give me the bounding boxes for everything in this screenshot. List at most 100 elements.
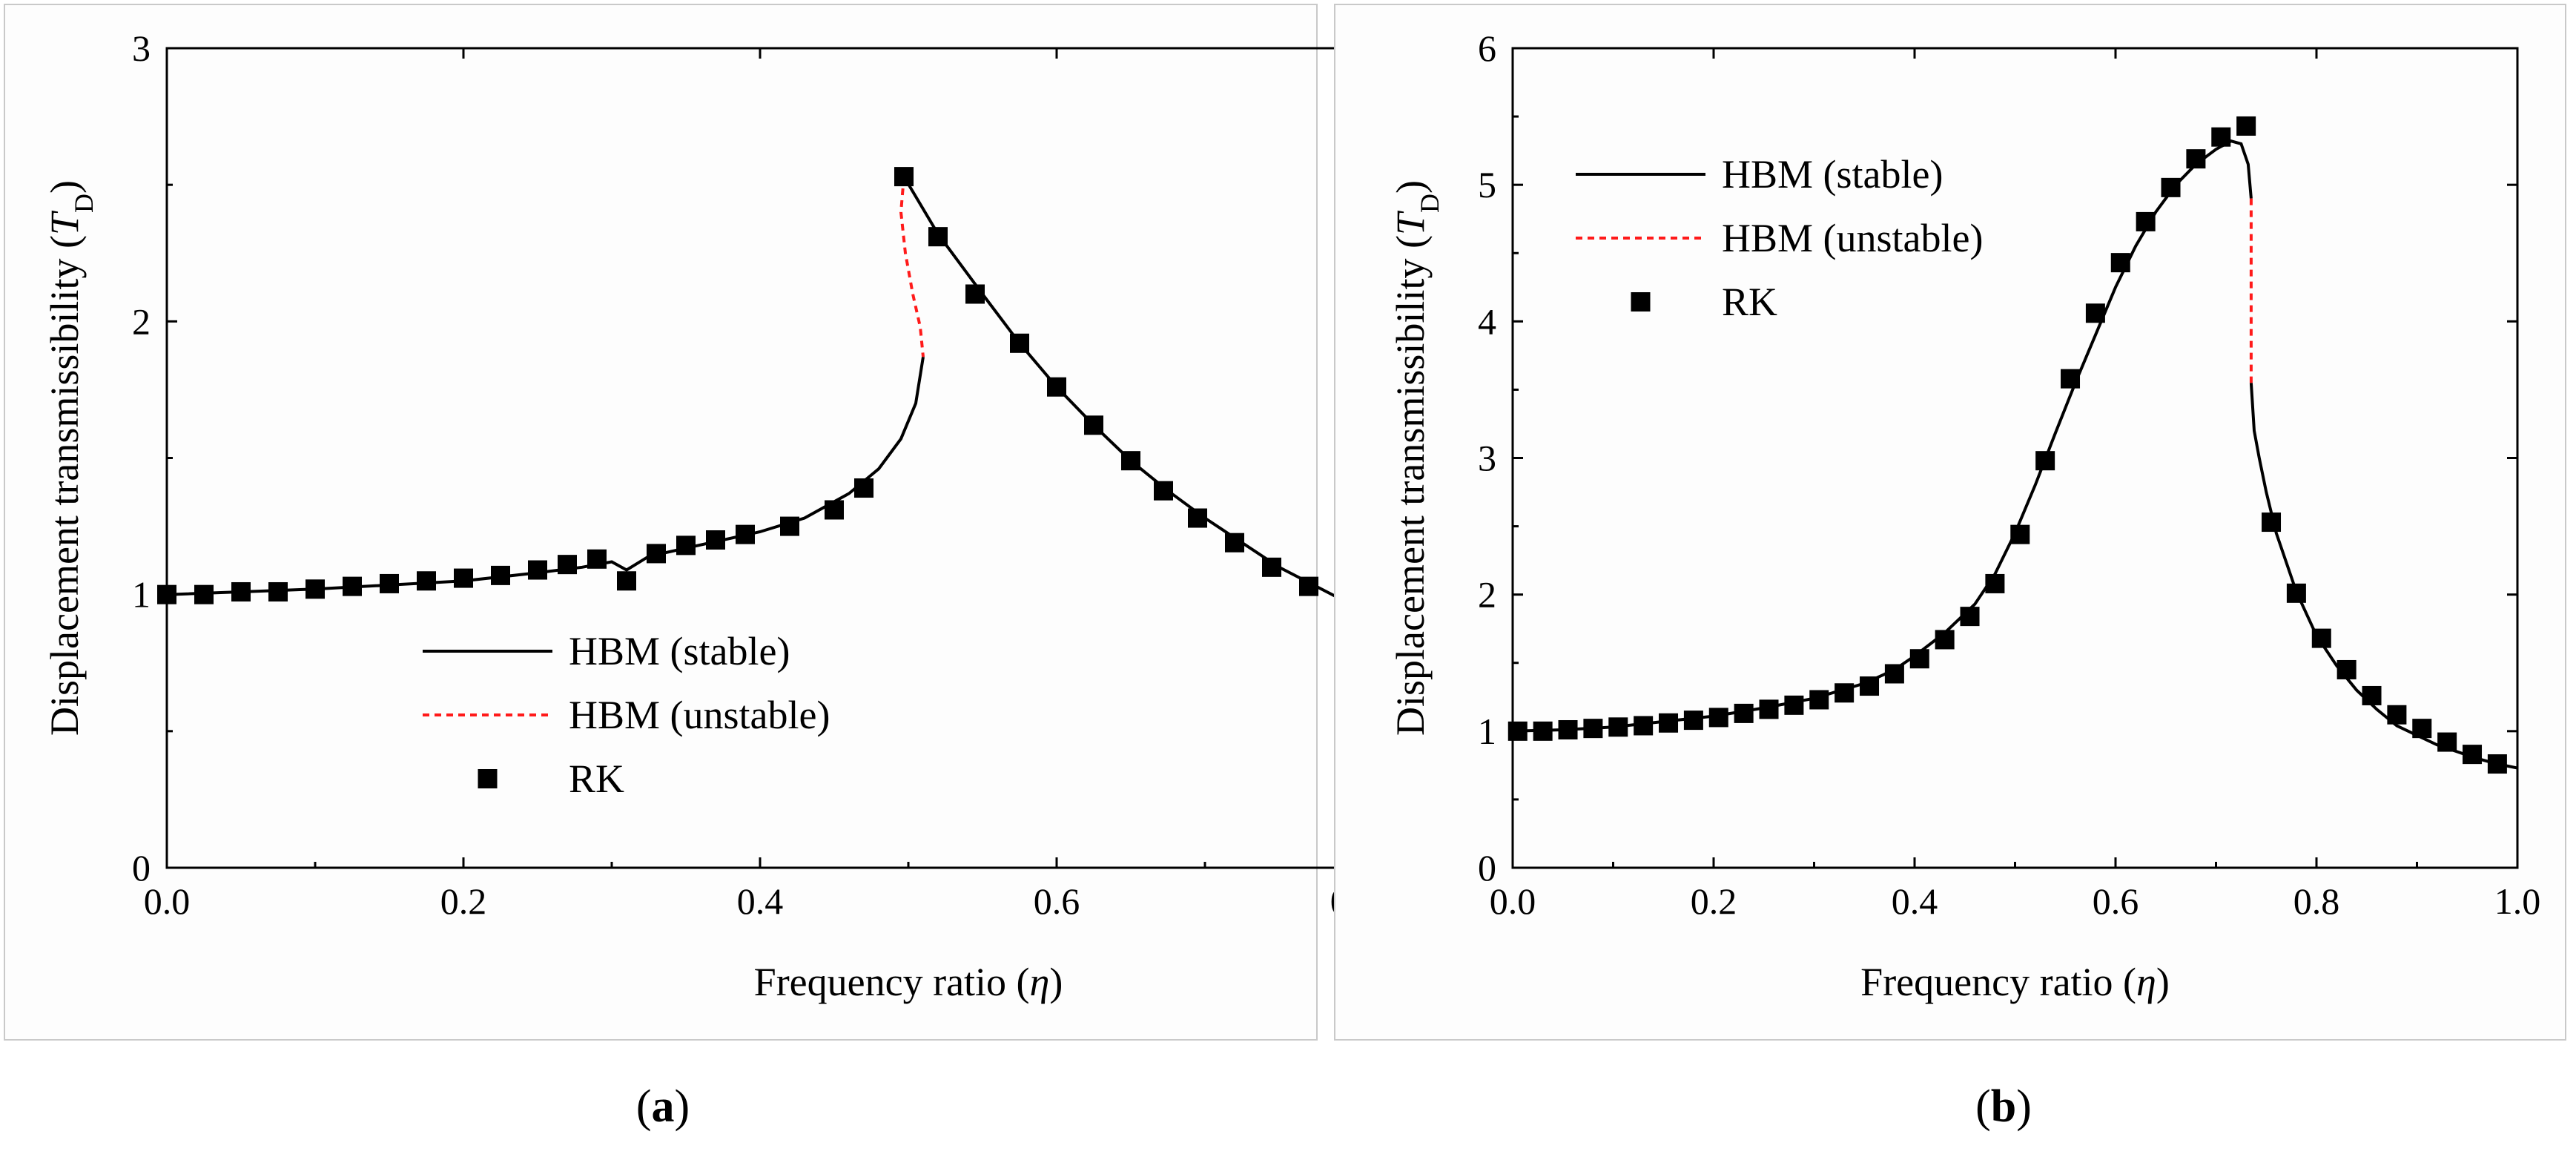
rk-point <box>2211 127 2231 147</box>
rk-point <box>1188 508 1207 528</box>
rk-point <box>1634 716 1654 736</box>
rk-point <box>194 584 214 604</box>
rk-point <box>231 581 251 601</box>
rk-point <box>2412 719 2432 739</box>
x-axis-label: Frequency ratio (η) <box>1860 960 2170 1004</box>
rk-point <box>825 500 844 520</box>
y-tick-label: 1 <box>132 574 151 616</box>
y-tick-label: 2 <box>132 300 151 342</box>
y-tick-label: 3 <box>132 27 151 69</box>
y-tick-label: 4 <box>1478 300 1496 342</box>
x-axis-label: Frequency ratio (η) <box>754 960 1063 1004</box>
x-tick-label: 0.0 <box>144 880 191 922</box>
rk-point <box>1299 576 1318 596</box>
panel-b: 0.0 0.2 0.4 0.6 0.8 1.0 0 1 2 3 4 5 6 Frequency ratio… <box>1334 4 2566 1132</box>
rk-point <box>1834 683 1855 703</box>
rk-point <box>2161 177 2181 197</box>
rk-point <box>1010 333 1029 353</box>
rk-point <box>928 227 948 247</box>
rk-point <box>1047 377 1066 397</box>
rk-point <box>2286 583 2306 603</box>
legend: HBM (stable) HBM (unstable) RK <box>423 629 830 801</box>
legend-rk-swatch <box>1631 292 1651 312</box>
rk-point <box>2085 303 2105 323</box>
rk-point <box>454 568 473 588</box>
rk-point <box>1507 721 1528 741</box>
rk-point <box>2236 116 2256 136</box>
rk-point <box>854 478 873 498</box>
rk-point <box>343 576 362 596</box>
rk-point <box>647 544 666 564</box>
legend-rk-swatch <box>478 769 498 788</box>
rk-point <box>965 284 985 304</box>
plot-b: 0.0 0.2 0.4 0.6 0.8 1.0 0 1 2 3 4 5 6 Frequency ratio… <box>1388 27 2540 1004</box>
y-tick-label: 0 <box>1478 847 1496 889</box>
y-tick-label: 0 <box>132 847 151 889</box>
y-tick-label: 2 <box>1478 574 1496 616</box>
rk-point <box>1860 676 1880 696</box>
rk-point <box>1985 573 2005 593</box>
rk-point <box>2136 211 2156 231</box>
rk-point <box>558 555 577 575</box>
rk-point <box>1583 719 1603 739</box>
y-tick-label: 5 <box>1478 164 1496 205</box>
rk-point <box>2463 745 2483 765</box>
y-tick-label: 6 <box>1478 27 1496 69</box>
rk-point <box>1759 699 1779 719</box>
rk-point <box>2110 253 2130 273</box>
rk-point <box>706 530 725 550</box>
legend-label: HBM (stable) <box>1722 152 1943 197</box>
rk-point <box>2311 628 2331 648</box>
plot-a: 0.00.20.40.60.81.00123Frequency ratio (η… <box>42 27 1673 1004</box>
rk-point <box>1935 630 1955 650</box>
rk-point <box>1533 721 1553 741</box>
panel-b-label: (b) <box>1975 1081 2032 1132</box>
panel-a-label: (a) <box>636 1081 690 1132</box>
rk-point <box>1884 664 1904 684</box>
rk-point <box>1909 649 1929 669</box>
x-tick-label: 0.2 <box>440 880 487 922</box>
legend-label: HBM (unstable) <box>1722 216 1983 260</box>
rk-point <box>1734 703 1754 723</box>
rk-point <box>2362 685 2382 705</box>
rk-point <box>2186 149 2206 169</box>
rk-point <box>1084 415 1103 435</box>
y-axis-label: Displacement transmissibility (TD) <box>1388 180 1444 736</box>
rk-point <box>1262 557 1281 577</box>
x-tick-label: 0.4 <box>1892 880 1938 922</box>
legend-label: RK <box>569 756 624 801</box>
panel-a-background <box>4 4 1318 1041</box>
rk-point <box>2437 732 2457 752</box>
rk-point <box>2010 524 2030 544</box>
rk-point <box>306 579 325 599</box>
rk-point <box>2061 369 2081 389</box>
rk-point <box>380 573 399 593</box>
rk-point <box>2262 512 2282 533</box>
y-tick-label: 1 <box>1478 711 1496 752</box>
rk-point <box>1659 713 1679 733</box>
x-tick-label: 0.0 <box>1490 880 1536 922</box>
rk-point <box>1608 717 1628 737</box>
hbm-unstable-line <box>899 176 925 357</box>
rk-point <box>1154 481 1173 501</box>
rk-point <box>2336 659 2357 679</box>
rk-point <box>676 535 696 556</box>
x-tick-label: 0.4 <box>737 880 784 922</box>
rk-point <box>417 571 436 591</box>
x-tick-label: 0.6 <box>2093 880 2139 922</box>
rk-point <box>2487 754 2507 774</box>
rk-point <box>617 571 636 591</box>
rk-point <box>1225 533 1244 553</box>
y-tick-label: 3 <box>1478 438 1496 479</box>
legend-label: HBM (stable) <box>569 629 790 673</box>
rk-point <box>894 167 914 187</box>
rk-point <box>528 560 547 580</box>
x-tick-label: 0.6 <box>1034 880 1080 922</box>
legend-label: RK <box>1722 280 1777 324</box>
legend-label: HBM (unstable) <box>569 693 830 737</box>
rk-point <box>1121 451 1140 471</box>
rk-point <box>587 549 607 569</box>
rk-point <box>1558 719 1578 739</box>
rk-point <box>2387 705 2407 725</box>
rk-point <box>1683 711 1703 731</box>
